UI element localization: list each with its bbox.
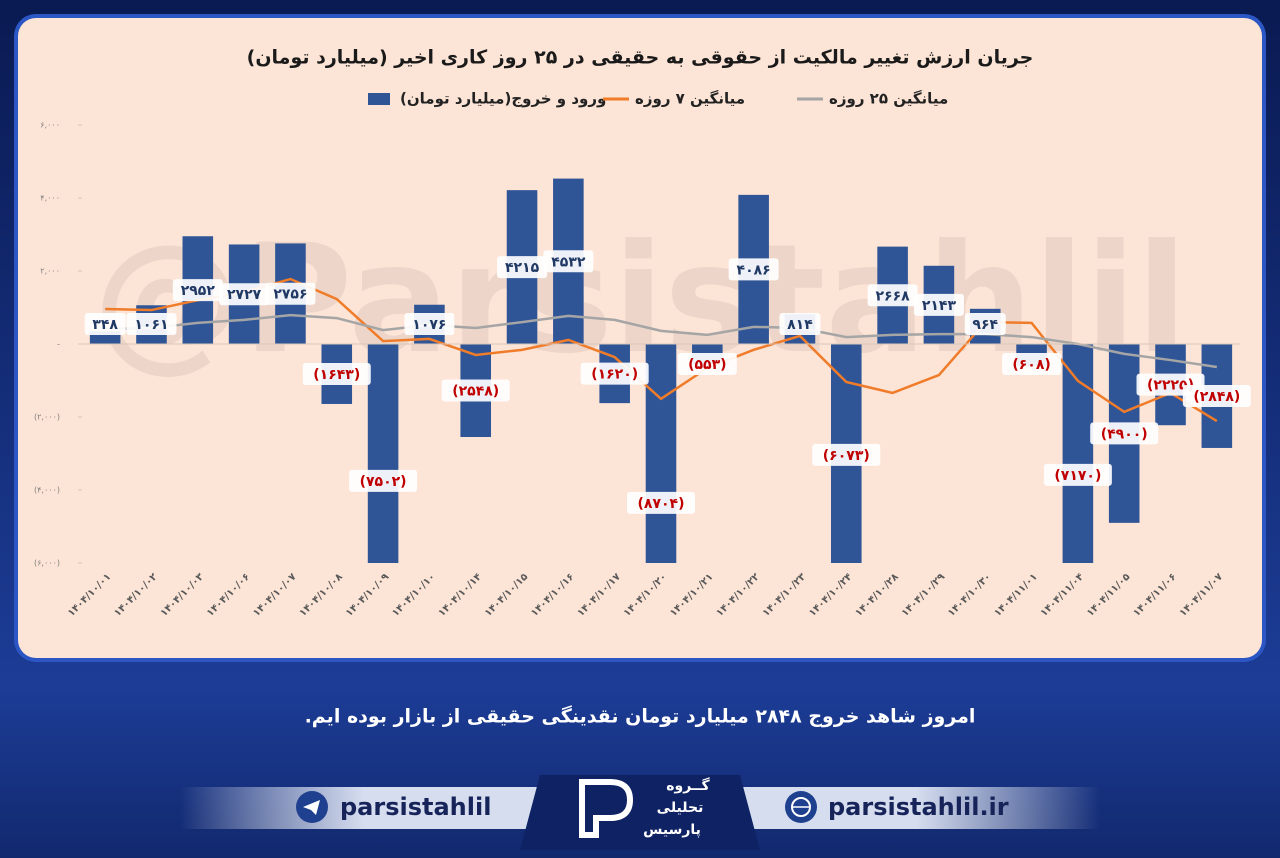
- value-label: ۴۰۸۶: [737, 262, 771, 278]
- logo-mark: [579, 779, 634, 838]
- value-label: ۲۷۲۷: [227, 287, 262, 303]
- logo-plate: [520, 775, 760, 850]
- value-label: (۱۶۴۳): [313, 367, 360, 383]
- caption: امروز شاهد خروج ۲۸۴۸ میلیارد تومان نقدین…: [305, 705, 976, 728]
- telegram-plane: [303, 800, 320, 815]
- value-label: ۲۶۶۸: [876, 288, 911, 304]
- chart-title: جریان ارزش تغییر مالکیت از حقوقی به حقیق…: [247, 47, 1034, 69]
- value-label-box: [349, 469, 418, 492]
- value-label: (۲۸۴۸): [1193, 389, 1240, 405]
- value-label: (۵۵۳): [688, 357, 726, 373]
- value-label: ۳۴۸: [92, 317, 118, 333]
- value-label: ۴۲۱۵: [505, 260, 540, 276]
- legend-label: میانگین ۷ روزه: [635, 90, 745, 108]
- value-label-box: [677, 353, 737, 375]
- value-label-box: [1090, 422, 1159, 445]
- value-label: (۴۹۰۰): [1101, 426, 1148, 442]
- legend-label: میانگین ۲۵ روزه: [829, 90, 948, 108]
- value-label: ۲۷۵۶: [273, 287, 307, 303]
- value-label-box: [172, 279, 223, 302]
- value-label-box: [779, 313, 821, 335]
- value-label-box: [580, 362, 649, 385]
- value-label: ۱۰۶۱: [134, 317, 168, 333]
- value-label-box: [812, 443, 881, 466]
- bar: [367, 344, 399, 563]
- value-label: (۷۵۰۲): [360, 474, 407, 490]
- value-label: (۱۶۲۰): [591, 367, 638, 383]
- value-label: ۱۰۷۶: [412, 317, 446, 333]
- y-tick-label: (۶,۰۰۰): [34, 559, 60, 568]
- value-label: (۲۲۲۵): [1147, 378, 1194, 394]
- value-label-box: [126, 313, 177, 335]
- line: [105, 313, 1218, 369]
- value-label-box: [404, 313, 455, 335]
- value-label-box: [84, 313, 126, 335]
- value-label-box: [1182, 384, 1251, 407]
- value-label-box: [441, 379, 510, 402]
- y-tick-label: ۲,۰۰۰: [40, 267, 60, 276]
- legend: ورود و خروج(میلیارد تومان) میانگین ۷ روزه…: [368, 90, 948, 108]
- y-tick-label: (۴,۰۰۰): [34, 486, 60, 495]
- value-label: (۶۰۷۳): [823, 448, 870, 464]
- value-label: (۶۰۸): [1012, 357, 1050, 373]
- y-tick-label: -: [57, 340, 60, 349]
- website[interactable]: parsistahlil.ir: [828, 793, 1009, 821]
- telegram-handle[interactable]: parsistahlil: [340, 793, 491, 821]
- value-labels: ۳۴۸ ۱۰۶۱ ۲۹۵۲ ۲۷۲۷ ۲۷۵۶ (۱۶۴۳) (۷۵۰۲) ۱۰۷۶ (۲۵۴۸…: [84, 250, 1251, 514]
- value-label-box: [497, 256, 548, 279]
- y-tick-label: ۶,۰۰۰: [40, 121, 60, 130]
- value-label: (۲۵۴۸): [452, 384, 499, 400]
- value-label: (۸۷۰۴): [638, 496, 685, 512]
- value-label-box: [302, 362, 371, 385]
- value-label-box: [964, 313, 1006, 335]
- card: [18, 18, 1262, 658]
- logo-line: پارسیس: [643, 822, 701, 838]
- bar: [645, 344, 677, 563]
- value-label-box: [1002, 353, 1062, 375]
- value-label-box: [867, 284, 918, 307]
- value-label: (۷۱۷۰): [1054, 468, 1101, 484]
- logo-line: گــروه: [666, 777, 710, 794]
- legend-marker: [368, 93, 390, 105]
- value-label-box: [913, 293, 964, 316]
- value-label: ۹۶۴: [972, 317, 998, 333]
- value-label-box: [219, 283, 270, 306]
- value-label: ۲۱۴۳: [922, 298, 957, 314]
- value-label-box: [265, 282, 316, 305]
- legend-label: ورود و خروج(میلیارد تومان): [400, 90, 606, 108]
- value-label-box: [627, 491, 695, 514]
- value-label-box: [728, 258, 779, 281]
- y-tick-label: ۴,۰۰۰: [40, 194, 60, 203]
- value-label: ۲۹۵۲: [181, 283, 216, 299]
- y-tick-label: (۲,۰۰۰): [34, 413, 60, 422]
- value-label: ۴۵۳۲: [551, 254, 586, 270]
- logo-line: تحلیلی: [657, 800, 704, 816]
- value-label-box: [543, 250, 594, 273]
- value-label: ۸۱۴: [787, 317, 813, 333]
- value-label-box: [1043, 463, 1112, 486]
- line: [105, 277, 1218, 423]
